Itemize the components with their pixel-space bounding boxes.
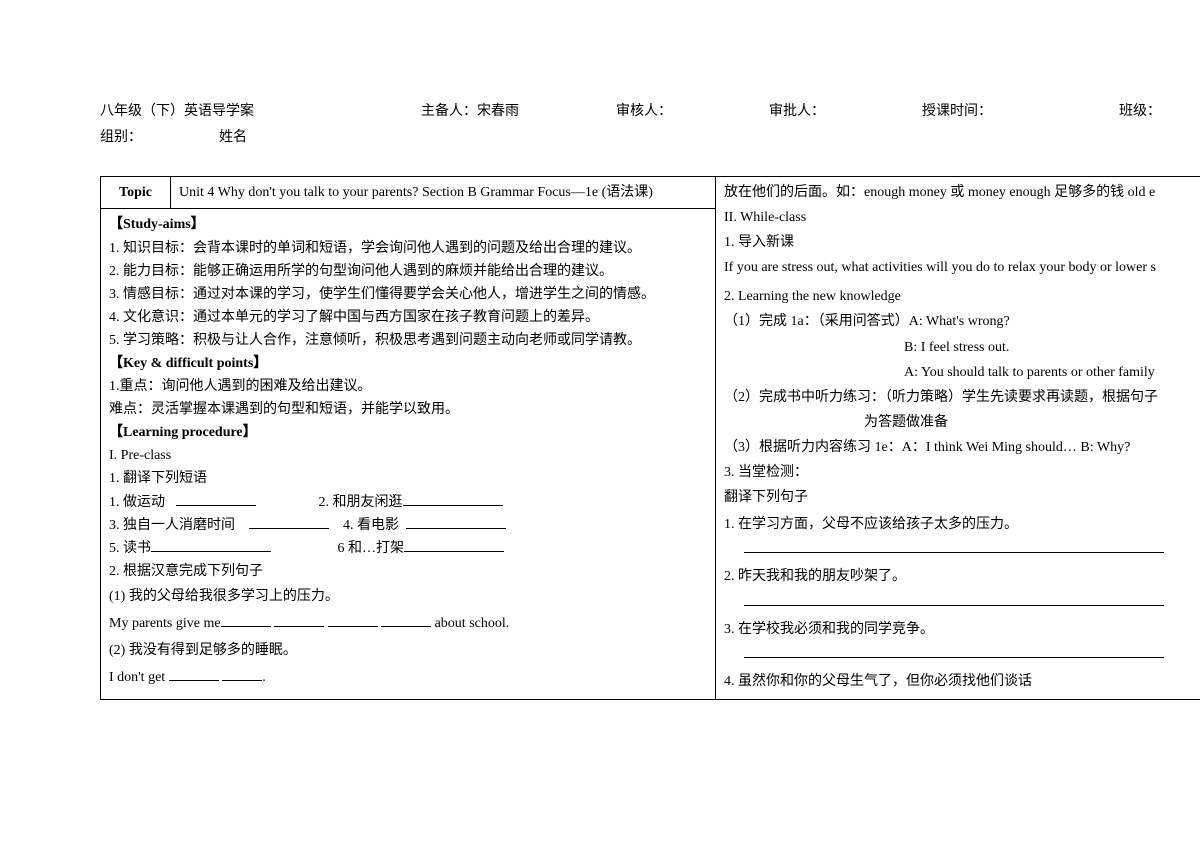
key-2: 难点：灵活掌握本课遇到的句型和短语，并能学以致用。	[109, 398, 707, 421]
grade-label: 八年级（下）英语导学案	[100, 100, 254, 120]
class-label: 班级：	[1119, 100, 1161, 120]
task-1a-c: A: You should talk to parents or other f…	[724, 361, 1200, 384]
aim-5: 5. 学习策略：积极与让人合作，注意倾听，积极思考遇到问题主动向老师或同学请教。	[109, 329, 707, 352]
sentence-1-cn: (1) 我的父母给我很多学习上的压力。	[109, 585, 707, 608]
blank-1a	[176, 492, 256, 506]
blank-s1-3	[328, 613, 378, 627]
phrase-row-1: 1. 做运动 2. 和朋友闲逛	[109, 491, 707, 514]
phrase-2a: 3. 独自一人消磨时间	[109, 518, 235, 533]
answer-line-1	[744, 539, 1164, 553]
aim-1: 1. 知识目标：会背本课时的单词和短语，学会询问他人遇到的问题及给出合理的建议。	[109, 237, 707, 260]
learning-new: 2. Learning the new knowledge	[724, 285, 1200, 308]
question-4: 4. 虽然你和你的父母生气了，但你必须找他们谈话	[724, 670, 1200, 693]
sentence-1-en: My parents give me about school.	[109, 612, 707, 635]
complete-sentences-title: 2. 根据汉意完成下列句子	[109, 560, 707, 583]
s1-en-a: My parents give me	[109, 616, 221, 631]
topic-content-cell: Unit 4 Why don't you talk to your parent…	[171, 177, 716, 209]
name-label: 姓名	[219, 126, 247, 146]
while-class-title: II. While-class	[724, 206, 1200, 229]
blank-s1-2	[274, 613, 324, 627]
left-column: 【Study-aims】 1. 知识目标：会背本课时的单词和短语，学会询问他人遇…	[101, 209, 716, 699]
teach-time-label: 授课时间：	[922, 100, 992, 120]
task-listening-b: 为答题做准备	[724, 411, 1200, 434]
task-1a: （1）完成 1a：（采用问答式）A: What's wrong?	[724, 310, 1200, 333]
blank-s2-1	[169, 667, 219, 681]
blank-2b	[406, 515, 506, 529]
s1-en-b: about school.	[435, 616, 510, 631]
right-note-enough: 放在他们的后面。如：enough money 或 money enough 足够…	[724, 181, 1200, 204]
question-1: 1. 在学习方面，父母不应该给孩子太多的压力。	[724, 513, 1200, 536]
s2-en: I don't get	[109, 670, 165, 685]
aim-2: 2. 能力目标：能够正确运用所学的句型询问他人遇到的麻烦并能给出合理的建议。	[109, 260, 707, 283]
phrase-row-3: 5. 读书 6 和…打架	[109, 537, 707, 560]
group-label: 组别：	[100, 126, 142, 146]
aim-4: 4. 文化意识：通过本单元的学习了解中国与西方国家在孩子教育问题上的差异。	[109, 306, 707, 329]
preparer-label: 主备人：	[421, 100, 477, 120]
blank-2a	[249, 515, 329, 529]
header-line-2: 组别： 姓名	[100, 126, 1200, 146]
answer-line-3	[744, 644, 1164, 658]
right-column: 放在他们的后面。如：enough money 或 money enough 足够…	[716, 177, 1200, 700]
key-1: 1.重点：询问他人遇到的困难及给出建议。	[109, 375, 707, 398]
blank-s2-2	[222, 667, 262, 681]
document-page: 八年级（下）英语导学案 主备人：宋春雨 审核人： 审批人： 授课时间： 班级： …	[0, 0, 1200, 700]
blank-1b	[403, 492, 503, 506]
key-points-title: 【Key & difficult points】	[109, 352, 707, 375]
phrase-2b: 4. 看电影	[343, 518, 399, 533]
blank-s1-1	[221, 613, 271, 627]
blank-3b	[404, 538, 504, 552]
phrase-1a: 1. 做运动	[109, 495, 165, 510]
blank-3a	[151, 538, 271, 552]
task-1a-b: B: I feel stress out.	[724, 336, 1200, 359]
translate-phrases-title: 1. 翻译下列短语	[109, 467, 707, 490]
aim-3: 3. 情感目标：通过对本课的学习，使学生们懂得要学会关心他人，增进学生之间的情感…	[109, 283, 707, 306]
phrase-3b: 6 和…打架	[338, 541, 405, 556]
approver-label: 审批人：	[769, 100, 825, 120]
sentence-2-cn: (2) 我没有得到足够多的睡眠。	[109, 639, 707, 662]
stress-question: If you are stress out, what activities w…	[724, 256, 1200, 279]
question-2: 2. 昨天我和我的朋友吵架了。	[724, 565, 1200, 588]
study-aims-title: 【Study-aims】	[109, 213, 707, 236]
topic-label-cell: Topic	[101, 177, 171, 209]
task-listening: （2）完成书中听力练习：（听力策略）学生先读要求再读题，根据句子	[724, 386, 1200, 409]
preparer-name: 宋春雨	[477, 100, 519, 120]
blank-s1-4	[381, 613, 431, 627]
answer-line-2	[744, 592, 1164, 606]
task-1e: （3）根据听力内容练习 1e：A：I think Wei Ming should…	[724, 436, 1200, 459]
phrase-row-2: 3. 独自一人消磨时间 4. 看电影	[109, 514, 707, 537]
translate-sentences: 翻译下列句子	[724, 486, 1200, 509]
phrase-1b: 2. 和朋友闲逛	[319, 495, 403, 510]
header-line-1: 八年级（下）英语导学案 主备人：宋春雨 审核人： 审批人： 授课时间： 班级：	[100, 100, 1200, 120]
learning-procedure-title: 【Learning procedure】	[109, 421, 707, 444]
preclass-title: I. Pre-class	[109, 444, 707, 467]
main-table: Topic Unit 4 Why don't you talk to your …	[100, 176, 1200, 700]
sentence-2-en: I don't get .	[109, 666, 707, 689]
reviewer-label: 审核人：	[616, 100, 672, 120]
in-class-test: 3. 当堂检测：	[724, 461, 1200, 484]
phrase-3a: 5. 读书	[109, 541, 151, 556]
question-3: 3. 在学校我必须和我的同学竞争。	[724, 618, 1200, 641]
intro-lesson: 1. 导入新课	[724, 231, 1200, 254]
